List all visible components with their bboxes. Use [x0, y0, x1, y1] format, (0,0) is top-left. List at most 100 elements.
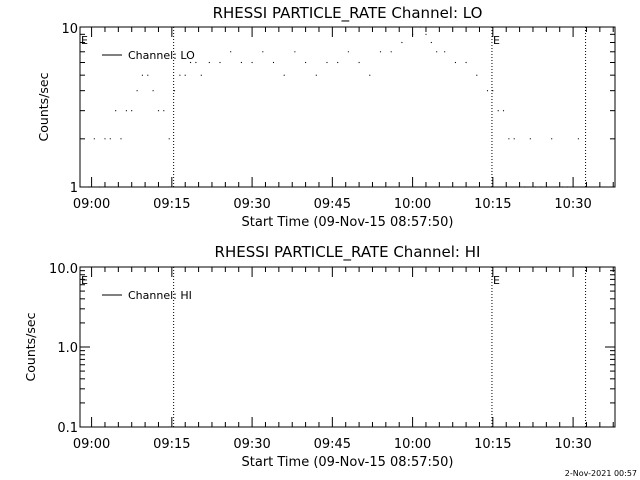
- chart-2-xtick-label: 10:00: [394, 437, 431, 452]
- chart-1-data-point: [577, 138, 580, 140]
- chart-1-data-point: [104, 138, 106, 140]
- chart-1-data-point: [572, 186, 574, 188]
- chart-1-data-point: [444, 51, 446, 53]
- chart-1-data-point: [157, 110, 160, 112]
- chart-1-data-point: [262, 51, 264, 53]
- chart-1-ytick-label: 1: [70, 181, 78, 196]
- chart-1-data-point: [283, 74, 285, 76]
- chart-1-data-point: [272, 61, 275, 64]
- chart-2-xtick-label: 10:15: [474, 437, 511, 452]
- chart-1-data-point: [545, 186, 547, 188]
- chart-1-data-point: [551, 138, 553, 140]
- chart-1-legend-entry: Channel: LO: [128, 49, 195, 62]
- chart-1-data-point: [208, 61, 210, 64]
- chart-1-xtick-label: 10:30: [554, 197, 591, 212]
- chart-1-data-point: [136, 90, 138, 92]
- chart-1-data-point: [430, 41, 432, 44]
- chart-1-data-point: [529, 138, 531, 140]
- chart-1-xtick-label: 09:30: [233, 197, 270, 212]
- chart-1-xtick-label: 10:15: [474, 197, 511, 212]
- chart-1-data-point: [497, 110, 499, 112]
- chart-1-data-point: [168, 138, 170, 140]
- chart-2-xtick-label: 09:15: [153, 437, 190, 452]
- chart-1-data-point: [141, 74, 143, 76]
- chart-1-data-point: [390, 51, 392, 53]
- chart-1-xtick-label: 10:00: [394, 197, 431, 212]
- chart-1-data-point: [230, 51, 232, 53]
- chart-1-data-point: [147, 74, 149, 76]
- chart-1-data-point: [476, 74, 478, 76]
- chart-1-data-point: [88, 186, 90, 188]
- chart-2-xtick-label: 10:30: [554, 437, 591, 452]
- chart-2-ytick-label: 1.0: [57, 341, 78, 356]
- chart-1-data-point: [163, 110, 165, 112]
- chart-1-data-point: [99, 186, 101, 188]
- chart-2-ytick-label: 0.1: [57, 421, 78, 436]
- chart-1-data-point: [184, 74, 186, 76]
- chart-1-xtick-label: 09:00: [73, 197, 110, 212]
- chart-1-data-point: [347, 51, 349, 53]
- chart-2-xlabel: Start Time (09-Nov-15 08:57:50): [242, 455, 454, 470]
- chart-2-event-label: E: [81, 274, 88, 287]
- chart-1-data-point: [535, 186, 537, 188]
- chart-1-data-point: [240, 61, 242, 64]
- chart-1-data-point: [567, 186, 569, 188]
- chart-1-event-label: E: [81, 34, 88, 47]
- chart-2-ylabel: Counts/sec: [23, 312, 38, 381]
- chart-1-axes-frame: [79, 26, 616, 188]
- plot-timestamp: 2-Nov-2021 00:57: [565, 469, 637, 478]
- chart-1-data-point: [125, 110, 127, 112]
- chart-1-data-point: [305, 61, 307, 64]
- chart-1-event-label: E: [493, 34, 500, 47]
- chart-2: RHESSI PARTICLE_RATE Channel: HI 0.1 1.0 10…: [23, 243, 616, 470]
- chart-1-data-point: [524, 186, 526, 188]
- chart-1-data-point: [556, 186, 558, 188]
- chart-1-data-point: [465, 61, 467, 64]
- chart-1-data-point: [109, 138, 111, 140]
- chart-1-data-point: [200, 74, 202, 76]
- chart-1-data-point: [131, 110, 133, 112]
- chart-1-data-point: [508, 138, 510, 140]
- chart-1-data-point: [540, 186, 542, 188]
- chart-1-data-point: [190, 61, 192, 64]
- chart-1-data-point: [120, 138, 122, 140]
- chart-1-data-point: [294, 51, 296, 53]
- chart-1: RHESSI PARTICLE_RATE Channel: LO 1 10 09:00…: [36, 4, 616, 230]
- chart-1-xtick-label: 09:15: [153, 197, 190, 212]
- chart-1-data-point: [369, 74, 371, 76]
- chart-1-data-point: [561, 186, 564, 188]
- chart-1-data-point: [93, 138, 95, 140]
- chart-1-data-point: [326, 61, 328, 64]
- chart-1-data-point: [219, 61, 221, 64]
- chart-1-data-point: [513, 138, 515, 140]
- chart-2-title: RHESSI PARTICLE_RATE Channel: HI: [215, 243, 481, 262]
- chart-1-data-point: [401, 41, 403, 44]
- chart-1-data-point: [436, 51, 438, 53]
- chart-1-title: RHESSI PARTICLE_RATE Channel: LO: [213, 4, 483, 23]
- chart-1-data-point: [358, 61, 360, 64]
- chart-1-data-point: [454, 61, 456, 64]
- chart-1-data-point: [195, 61, 197, 64]
- chart-1-data-point: [486, 90, 489, 92]
- chart-1-data-point: [115, 110, 117, 112]
- chart-1-data-point: [502, 110, 505, 112]
- chart-1-data-point: [412, 33, 414, 35]
- chart-1-data-point: [425, 33, 427, 35]
- chart-1-data-point: [379, 51, 382, 53]
- chart-1-xlabel: Start Time (09-Nov-15 08:57:50): [242, 215, 454, 230]
- chart-1-data-point: [492, 90, 494, 92]
- chart-2-xtick-label: 09:00: [73, 437, 110, 452]
- chart-2-xtick-label: 09:30: [233, 437, 270, 452]
- chart-2-xtick-label: 09:45: [314, 437, 351, 452]
- chart-1-data-point: [315, 74, 317, 76]
- chart-2-legend-entry: Channel: HI: [128, 289, 192, 302]
- chart-1-data-point: [173, 90, 176, 92]
- chart-2-event-label: E: [493, 274, 500, 287]
- chart-1-ytick-label: 10: [61, 22, 78, 37]
- chart-1-data-point: [337, 61, 339, 64]
- chart-1-data-point: [179, 74, 181, 76]
- chart-2-ytick-label: 10.0: [49, 262, 78, 277]
- chart-1-ylabel: Counts/sec: [36, 72, 51, 141]
- chart-1-data-point: [420, 26, 422, 28]
